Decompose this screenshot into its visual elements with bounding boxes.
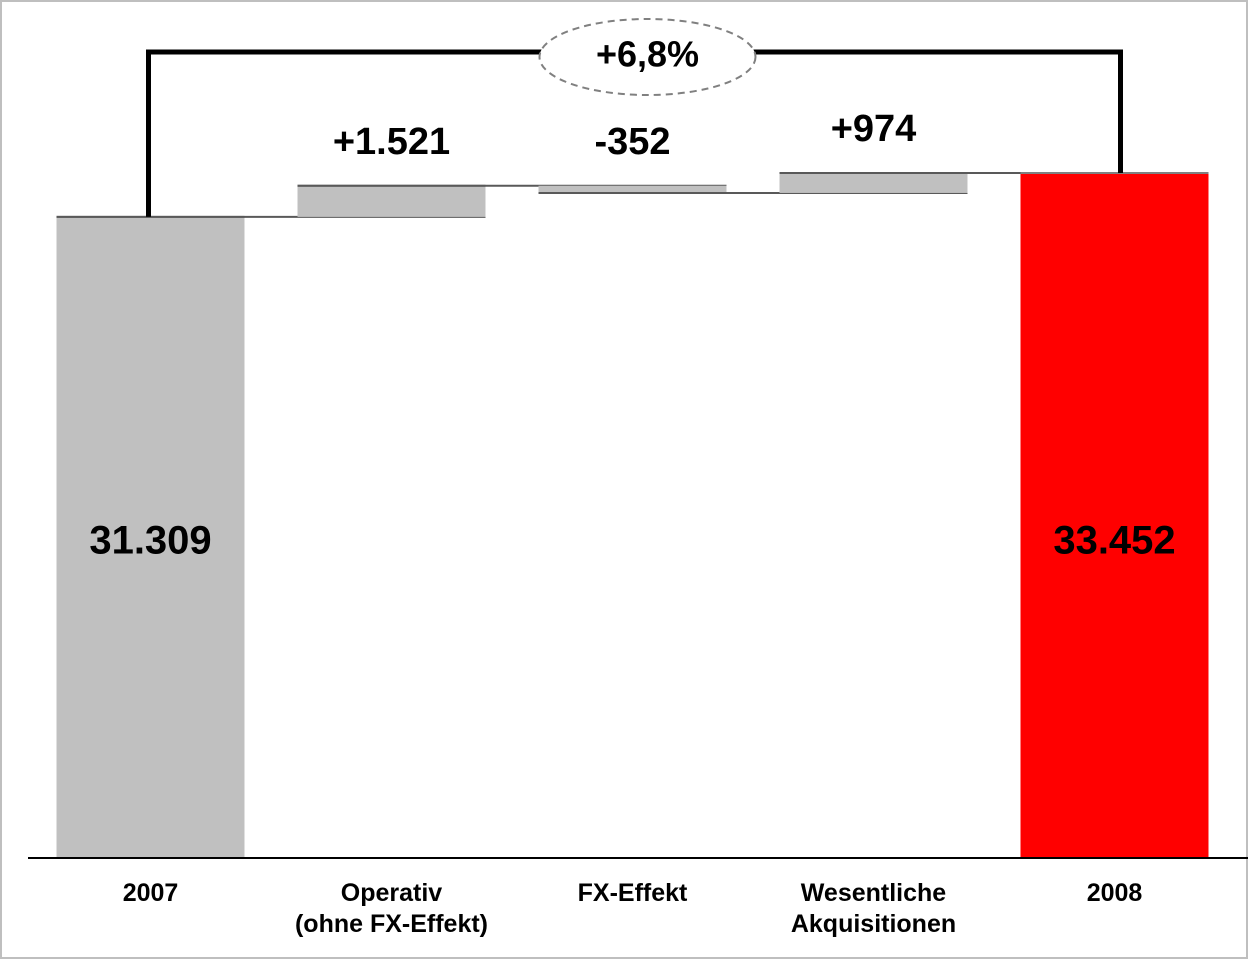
value-label: +1.521 <box>333 121 450 163</box>
x-tick-label: Wesentliche Akquisitionen <box>790 879 957 938</box>
bar <box>1020 173 1209 858</box>
x-tick-label: 2008 <box>1086 879 1143 907</box>
value-label: 33.452 <box>1053 519 1175 563</box>
x-tick-label: Operativ (ohne FX-Effekt) <box>294 879 489 938</box>
value-label: +974 <box>831 108 917 150</box>
bar <box>779 173 968 193</box>
annotation: +6,8% <box>596 34 699 75</box>
bar <box>538 185 727 193</box>
bar <box>56 216 245 858</box>
x-tick-label: 2007 <box>122 879 179 907</box>
value-label: -352 <box>594 121 670 163</box>
x-tick-label: FX-Effekt <box>577 879 688 907</box>
annotation-bubble <box>538 18 757 96</box>
value-label: 31.309 <box>89 519 211 563</box>
bar <box>297 185 486 217</box>
